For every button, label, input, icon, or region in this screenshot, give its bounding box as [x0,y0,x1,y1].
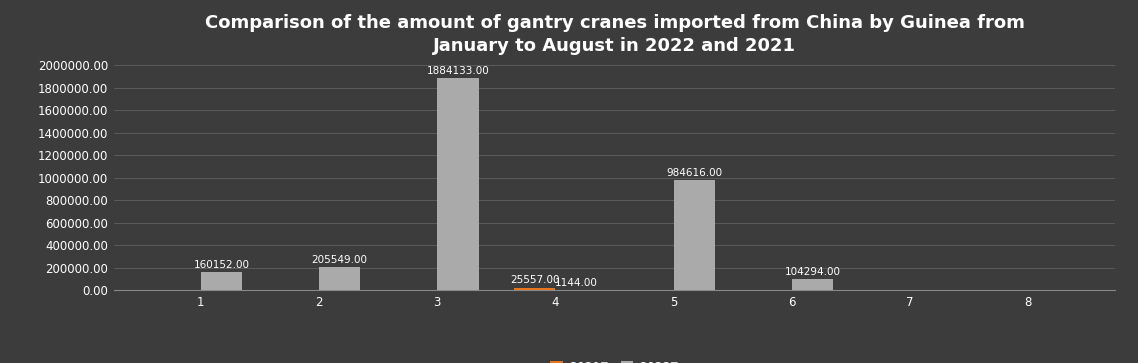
Text: 984616.00: 984616.00 [666,168,723,178]
Text: 1884133.00: 1884133.00 [427,66,489,76]
Text: 1144.00: 1144.00 [554,278,597,288]
Text: 104294.00: 104294.00 [784,267,841,277]
Title: Comparison of the amount of gantry cranes imported from China by Guinea from
Jan: Comparison of the amount of gantry crane… [205,14,1024,56]
Text: 25557.00: 25557.00 [510,276,560,285]
Text: 160152.00: 160152.00 [193,260,249,270]
Bar [437,78,479,290]
Bar [319,267,361,290]
Bar [200,272,242,290]
Bar [792,279,833,290]
Text: 205549.00: 205549.00 [312,255,368,265]
Bar [674,180,715,290]
Legend: 2021年, 2022年: 2021年, 2022年 [545,356,684,363]
Bar [514,287,555,290]
